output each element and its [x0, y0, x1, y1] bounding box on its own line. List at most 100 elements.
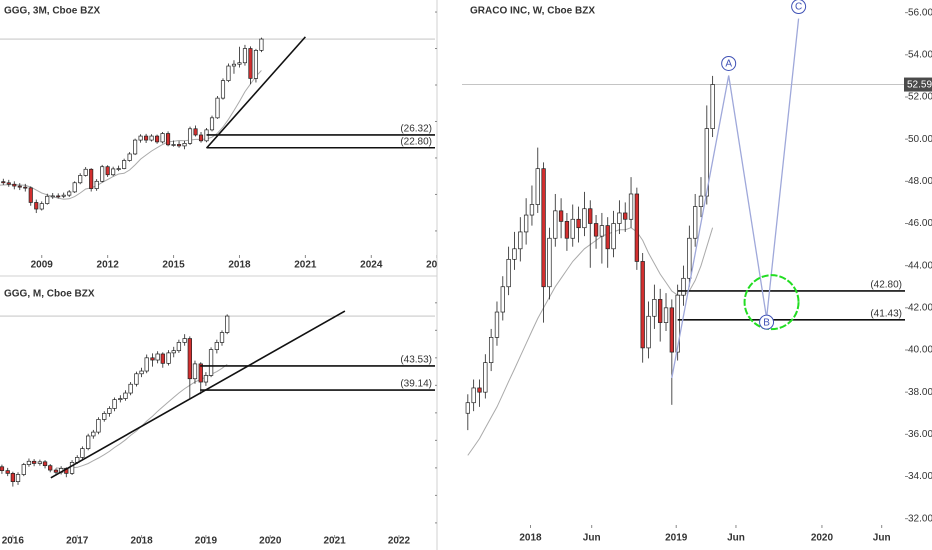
- level-label: (42.80): [870, 280, 902, 291]
- candle-body: [710, 84, 715, 129]
- y-tick-label: 48.00: [908, 176, 932, 187]
- candle-body: [171, 144, 176, 146]
- candle-body: [500, 286, 505, 313]
- candle-body: [12, 183, 17, 187]
- candle-body: [488, 336, 494, 364]
- x-tick-label: 2019: [195, 536, 218, 547]
- candle-body: [56, 195, 61, 198]
- candle-body: [704, 128, 709, 197]
- x-tick-label: 2018: [130, 536, 153, 547]
- candle-body: [640, 261, 645, 349]
- candle-body: [0, 466, 5, 471]
- level-label: (22.80): [400, 136, 432, 147]
- candle-body: [28, 187, 33, 203]
- candle-body: [248, 48, 253, 79]
- candle-body: [477, 387, 482, 393]
- candle-body: [553, 210, 558, 239]
- trendline: [205, 36, 306, 149]
- chart-panel: GGG, M, Cboe BZX15.0020.0025.0030.0035.0…: [0, 289, 437, 547]
- candle-body: [198, 134, 204, 142]
- candle-body: [1, 181, 6, 184]
- candle-body: [80, 448, 85, 458]
- candle-body: [26, 460, 32, 465]
- candle-body: [86, 435, 91, 449]
- candle-body: [171, 350, 176, 354]
- candle-body: [53, 469, 59, 473]
- pattern-point: [791, 0, 807, 15]
- chart-panel: GGG, 3M, Cboe BZX0.0010.0020.0030.0040.0…: [0, 6, 437, 271]
- candle-body: [570, 218, 575, 239]
- candle-body: [652, 299, 657, 317]
- candle-body: [588, 208, 593, 224]
- candle-body: [112, 399, 117, 409]
- candle-body: [127, 153, 132, 161]
- y-tick-label: 36.00: [908, 429, 932, 440]
- candle-body: [111, 168, 116, 176]
- candle-body: [15, 474, 21, 482]
- candle-body: [226, 65, 231, 81]
- candle-body: [94, 180, 99, 189]
- candle-body: [658, 299, 663, 323]
- level-label: (39.14): [400, 379, 432, 390]
- candle-body: [177, 144, 182, 147]
- y-tick-label: 38.00: [908, 387, 932, 398]
- candle-body: [512, 248, 517, 260]
- candle-body: [39, 203, 44, 210]
- y-tick-label: 56.00: [908, 7, 932, 18]
- level-label: (41.43): [870, 308, 902, 319]
- y-tick-label: 32.00: [908, 513, 932, 524]
- candle-body: [107, 408, 112, 414]
- candle-body: [37, 461, 43, 464]
- candle-body: [17, 185, 22, 188]
- candle-body: [203, 375, 209, 383]
- candle-body: [259, 38, 264, 51]
- candle-body: [253, 49, 258, 79]
- candle-body: [687, 237, 692, 279]
- chart-title: GGG, 3M, Cboe BZX: [4, 6, 100, 17]
- candle-body: [623, 212, 628, 220]
- candle-body: [242, 48, 248, 64]
- candle-body: [698, 195, 704, 207]
- candle-body: [78, 175, 83, 184]
- candle-body: [83, 168, 88, 176]
- candle-body: [123, 392, 128, 399]
- x-tick-label: Jun: [583, 533, 601, 544]
- pattern-point: [759, 314, 775, 330]
- candle-body: [23, 186, 28, 189]
- candle-body: [611, 223, 616, 250]
- x-tick-label: 2015: [162, 260, 185, 271]
- x-tick-label: 2022: [388, 536, 411, 547]
- candle-body: [208, 349, 214, 376]
- pattern-label: C: [795, 2, 802, 13]
- candle-body: [139, 370, 144, 375]
- candle-body: [558, 210, 564, 222]
- candle-body: [61, 194, 66, 197]
- candle-body: [219, 332, 225, 343]
- candle-body: [155, 353, 160, 361]
- y-tick-label: 46.00: [908, 218, 932, 229]
- candle-body: [693, 206, 698, 239]
- last-price-label: 52.59: [907, 80, 932, 91]
- candle-body: [144, 357, 149, 372]
- x-tick-label: 2018: [228, 260, 251, 271]
- candle-body: [122, 160, 127, 169]
- candle-body: [116, 168, 121, 170]
- y-tick-label: 34.00: [908, 471, 932, 482]
- candle-body: [69, 462, 75, 474]
- candle-body: [669, 307, 674, 353]
- trendline: [50, 310, 346, 479]
- candle-body: [138, 135, 143, 141]
- candle-body: [564, 221, 570, 239]
- level-label: (43.53): [400, 355, 432, 366]
- candle-body: [166, 133, 171, 146]
- candle-body: [225, 315, 230, 333]
- candle-body: [209, 117, 215, 131]
- x-tick-label: 2024: [360, 260, 383, 271]
- candle-body: [617, 212, 622, 224]
- candle-body: [67, 191, 72, 196]
- candle-body: [681, 277, 686, 296]
- candle-body: [547, 237, 552, 288]
- candle-body: [34, 202, 39, 210]
- moving-average: [0, 70, 262, 200]
- candle-body: [187, 128, 193, 144]
